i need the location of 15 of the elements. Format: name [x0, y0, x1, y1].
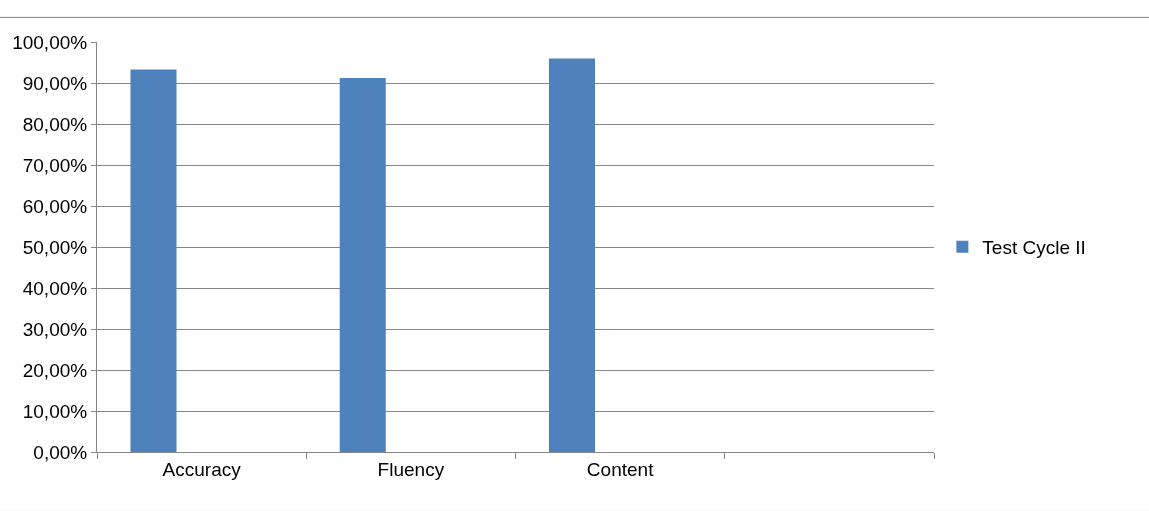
y-tick-label: 60,00% — [22, 195, 88, 217]
y-tick-label: 40,00% — [22, 277, 88, 299]
y-tick-label: 0,00% — [33, 441, 88, 463]
x-tick-label: Content — [586, 458, 655, 480]
x-tick-label: Accuracy — [162, 458, 242, 480]
y-tick-label: 30,00% — [22, 318, 88, 340]
x-tick-label: Fluency — [377, 458, 445, 480]
y-tick-label: 10,00% — [22, 400, 88, 422]
y-tick-label: 70,00% — [22, 154, 88, 176]
y-tick-label: 80,00% — [22, 113, 88, 135]
y-tick-label: 100,00% — [12, 31, 88, 53]
y-tick-label: 50,00% — [22, 236, 88, 258]
legend-label: Test Cycle II — [982, 237, 1086, 259]
y-tick-label: 20,00% — [22, 359, 88, 381]
y-tick-label: 90,00% — [22, 72, 88, 94]
